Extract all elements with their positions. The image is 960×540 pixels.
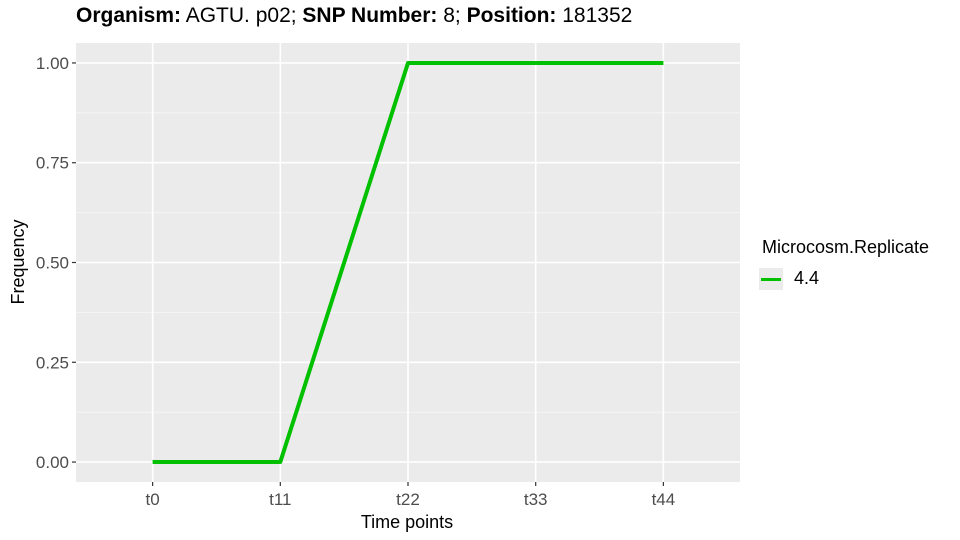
x-tick-label: t33	[524, 490, 548, 509]
x-tick-label: t22	[396, 490, 420, 509]
x-axis: t0 t11 t22 t33 t44	[146, 482, 676, 509]
legend-label: 4.4	[794, 268, 820, 288]
title-snp-label: SNP Number:	[302, 4, 438, 27]
title-organism-value: AGTU. p02;	[181, 4, 303, 27]
y-tick-label: 0.25	[36, 353, 69, 372]
legend-title: Microcosm.Replicate	[762, 237, 930, 257]
y-axis: 0.00 0.25 0.50 0.75 1.00	[36, 54, 76, 472]
title-organism-label: Organism:	[76, 4, 182, 27]
x-tick-label: t0	[146, 490, 160, 509]
title-position-value: 181352	[556, 4, 633, 27]
chart-title: Organism: AGTU. p02; SNP Number: 8; Posi…	[76, 4, 632, 28]
y-tick-label: 0.50	[36, 254, 69, 273]
legend-key	[759, 268, 783, 290]
legend-line-swatch	[761, 278, 781, 281]
series-layer	[152, 60, 664, 465]
y-tick-label: 1.00	[36, 54, 69, 73]
title-snp-value: 8;	[437, 4, 467, 27]
x-tick-label: t11	[269, 490, 291, 509]
title-position-label: Position:	[466, 4, 557, 27]
y-tick-label: 0.75	[36, 154, 69, 173]
y-tick-label: 0.00	[36, 453, 69, 472]
y-axis-title: Frequency	[8, 219, 28, 304]
x-axis-title: Time points	[361, 512, 453, 532]
series-line	[152, 60, 664, 465]
x-tick-label: t44	[652, 490, 676, 509]
